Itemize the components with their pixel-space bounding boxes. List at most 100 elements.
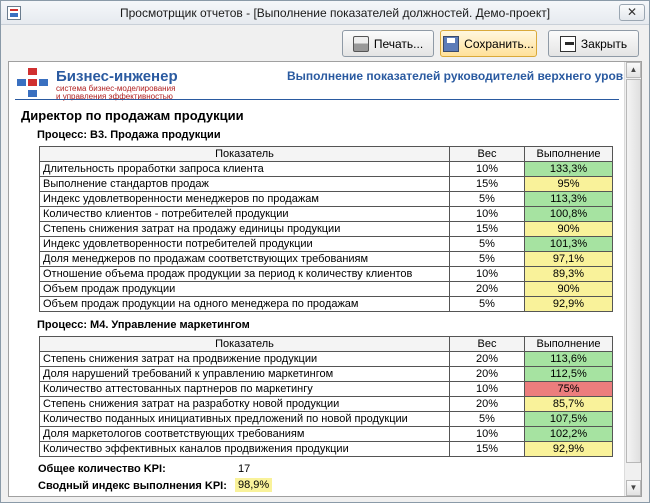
weight-cell: 5% (449, 296, 525, 312)
kpi-count-value: 17 (238, 463, 251, 475)
indicator-cell: Выполнение стандартов продаж (39, 176, 450, 192)
result-cell: 89,3% (524, 266, 613, 282)
weight-cell: 20% (449, 351, 525, 367)
table-row: Доля нарушений требований к управлению м… (39, 366, 613, 382)
result-cell: 95% (524, 176, 613, 192)
kpi-table-sales: Показатель Вес Выполнение Длительность прор… (39, 146, 613, 312)
save-button-label: Сохранить... (464, 36, 534, 51)
result-cell: 92,9% (524, 441, 613, 457)
result-cell: 90% (524, 221, 613, 237)
indicator-cell: Длительность проработки запроса клиента (39, 161, 450, 177)
result-cell: 112,5% (524, 366, 613, 382)
table-row: Доля маркетологов соответствующих требов… (39, 426, 613, 442)
kpi-index-value: 98,9% (235, 478, 273, 492)
result-cell: 90% (524, 281, 613, 297)
printer-icon (352, 35, 369, 52)
indicator-cell: Индекс удовлетворенности потребителей пр… (39, 236, 450, 252)
window-close-button[interactable]: ✕ (619, 4, 645, 21)
indicator-cell: Отношение объема продаж продукции за пер… (39, 266, 450, 282)
weight-cell: 15% (449, 441, 525, 457)
indicator-cell: Количество поданных инициативных предлож… (39, 411, 450, 427)
save-button[interactable]: Сохранить... (440, 30, 537, 57)
table-row: Длительность проработки запроса клиента 1… (39, 161, 613, 177)
weight-cell: 10% (449, 426, 525, 442)
weight-cell: 10% (449, 266, 525, 282)
table-row: Индекс удовлетворенности потребителей пр… (39, 236, 613, 252)
column-header-weight: Вес (449, 146, 525, 162)
weight-cell: 10% (449, 161, 525, 177)
result-cell: 113,6% (524, 351, 613, 367)
table-row: Отношение объема продаж продукции за пер… (39, 266, 613, 282)
window-title: Просмотрщик отчетов - [Выполнение показа… (120, 6, 551, 20)
indicator-cell: Степень снижения затрат на продажу едини… (39, 221, 450, 237)
column-header-indicator: Показатель (39, 336, 450, 352)
column-header-result: Выполнение (524, 146, 613, 162)
table-row: Выполнение стандартов продаж 15% 95% (39, 176, 613, 192)
report-view[interactable]: Бизнес-инженер система бизнес-моделирова… (8, 61, 642, 497)
result-cell: 97,1% (524, 251, 613, 267)
weight-cell: 10% (449, 206, 525, 222)
table-row: Индекс удовлетворенности менеджеров по п… (39, 191, 613, 207)
weight-cell: 15% (449, 221, 525, 237)
indicator-cell: Доля маркетологов соответствующих требов… (39, 426, 450, 442)
indicator-cell: Количество аттестованных партнеров по ма… (39, 381, 450, 397)
indicator-cell: Количество клиентов - потребителей проду… (39, 206, 450, 222)
save-icon (443, 35, 460, 52)
table-row: Доля менеджеров по продажам соответствую… (39, 251, 613, 267)
column-header-weight: Вес (449, 336, 525, 352)
weight-cell: 5% (449, 251, 525, 267)
indicator-cell: Количество эффективных каналов продвижен… (39, 441, 450, 457)
table-row: Количество клиентов - потребителей проду… (39, 206, 613, 222)
title-bar: Просмотрщик отчетов - [Выполнение показа… (1, 1, 649, 25)
weight-cell: 5% (449, 191, 525, 207)
scroll-up-icon[interactable]: ▲ (626, 62, 641, 78)
kpi-table-marketing: Показатель Вес Выполнение Степень снижения … (39, 336, 613, 457)
weight-cell: 5% (449, 236, 525, 252)
table-row: Количество аттестованных партнеров по ма… (39, 381, 613, 397)
indicator-cell: Доля нарушений требований к управлению м… (39, 366, 450, 382)
indicator-cell: Объем продаж продукции (39, 281, 450, 297)
brand-subtitle: система бизнес-моделирования и управлени… (56, 84, 176, 101)
print-button[interactable]: Печать... (342, 30, 434, 57)
table-row: Объем продаж продукции 20% 90% (39, 281, 613, 297)
result-cell: 85,7% (524, 396, 613, 412)
table-row: Степень снижения затрат на продажу едини… (39, 221, 613, 237)
indicator-cell: Доля менеджеров по продажам соответствую… (39, 251, 450, 267)
close-button[interactable]: Закрыть (548, 30, 639, 57)
position-title: Директор по продажам продукции (21, 108, 244, 123)
weight-cell: 20% (449, 366, 525, 382)
weight-cell: 15% (449, 176, 525, 192)
process-title: Процесс: М4. Управление маркетингом (37, 319, 250, 331)
indicator-cell: Степень снижения затрат на разработку но… (39, 396, 450, 412)
result-cell: 101,3% (524, 236, 613, 252)
app-report-icon (7, 6, 21, 20)
table-header-row: Показатель Вес Выполнение (39, 146, 613, 162)
kpi-index-label: Сводный индекс выполнения KPI: (38, 480, 227, 492)
process-title: Процесс: В3. Продажа продукции (37, 129, 221, 141)
table-row: Количество эффективных каналов продвижен… (39, 441, 613, 457)
report-header-title: Выполнение показателей руководителей вер… (287, 69, 638, 83)
table-row: Степень снижения затрат на разработку но… (39, 396, 613, 412)
vertical-scrollbar[interactable]: ▲ ▼ (624, 62, 641, 496)
toolbar: Печать... Сохранить... Закрыть (1, 25, 649, 61)
weight-cell: 5% (449, 411, 525, 427)
result-cell: 92,9% (524, 296, 613, 312)
column-header-indicator: Показатель (39, 146, 450, 162)
header-divider (15, 99, 619, 100)
indicator-cell: Степень снижения затрат на продвижение п… (39, 351, 450, 367)
scroll-thumb[interactable] (626, 79, 641, 463)
close-button-label: Закрыть (580, 36, 628, 51)
result-cell: 113,3% (524, 191, 613, 207)
table-row: Количество поданных инициативных предлож… (39, 411, 613, 427)
weight-cell: 20% (449, 396, 525, 412)
table-row: Степень снижения затрат на продвижение п… (39, 351, 613, 367)
result-cell: 102,2% (524, 426, 613, 442)
result-cell: 107,5% (524, 411, 613, 427)
weight-cell: 10% (449, 381, 525, 397)
indicator-cell: Объем продаж продукции на одного менедже… (39, 296, 450, 312)
table-row: Объем продаж продукции на одного менедже… (39, 296, 613, 312)
scroll-down-icon[interactable]: ▼ (626, 480, 641, 496)
print-button-label: Печать... (373, 36, 424, 51)
result-cell: 75% (524, 381, 613, 397)
